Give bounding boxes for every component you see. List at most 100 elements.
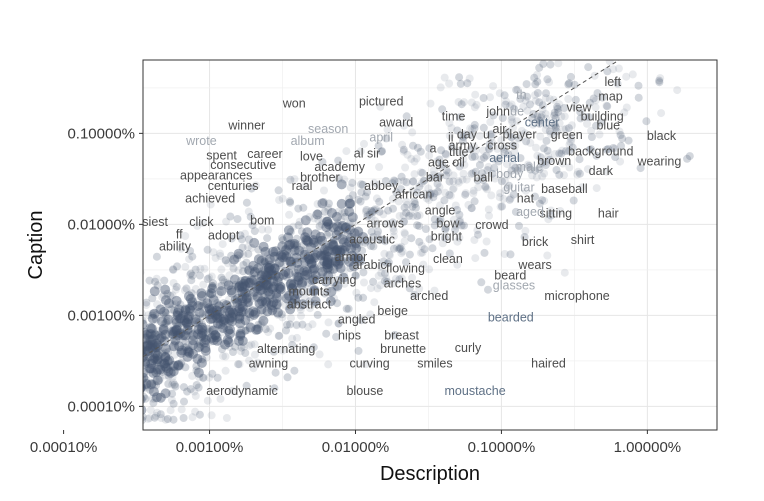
data-point (287, 238, 296, 247)
data-point (174, 328, 183, 337)
data-point (293, 285, 302, 294)
data-point (264, 254, 275, 265)
data-point (284, 252, 293, 261)
data-point (182, 324, 193, 335)
data-point (123, 342, 133, 352)
data-point (133, 357, 141, 365)
data-point (552, 123, 560, 132)
data-point (56, 377, 64, 385)
word-label: raal (292, 179, 313, 193)
data-point (167, 305, 176, 314)
data-point (411, 200, 420, 208)
data-point (34, 416, 42, 424)
data-point (35, 389, 43, 397)
data-point (344, 304, 353, 313)
data-point (351, 271, 360, 280)
data-point (187, 297, 198, 308)
data-point (35, 413, 43, 421)
data-point (473, 226, 482, 235)
word-label: black (647, 129, 677, 143)
data-point (231, 342, 240, 351)
data-point (461, 190, 470, 199)
data-point (35, 351, 43, 359)
data-point (34, 416, 44, 426)
data-point (535, 48, 543, 56)
data-point (193, 324, 204, 335)
data-point (397, 185, 405, 194)
data-point (210, 330, 221, 341)
data-point (245, 277, 255, 288)
data-point (32, 387, 40, 395)
data-point (231, 280, 240, 289)
data-point (179, 315, 190, 326)
data-point (381, 177, 390, 185)
data-point (508, 141, 517, 150)
data-point (162, 318, 170, 327)
data-point (283, 296, 292, 305)
data-point (328, 278, 337, 287)
data-point (533, 77, 542, 86)
data-point (197, 302, 206, 311)
data-point (143, 367, 149, 378)
data-point (326, 286, 337, 297)
data-point (292, 257, 303, 268)
data-point (181, 337, 190, 346)
data-point (315, 222, 324, 231)
data-point (203, 396, 212, 405)
data-point (208, 281, 217, 290)
data-point (160, 319, 169, 328)
data-point (47, 326, 55, 334)
data-point (109, 380, 119, 390)
data-point (537, 113, 546, 122)
data-point (359, 268, 368, 277)
data-point (102, 385, 112, 395)
data-point (253, 324, 262, 333)
data-point (408, 212, 417, 221)
data-point (234, 251, 243, 260)
data-point (188, 348, 198, 359)
word-label: john (485, 105, 510, 119)
data-point (163, 415, 172, 423)
word-label: season (308, 122, 348, 136)
data-point (55, 391, 63, 399)
data-point (348, 178, 357, 187)
data-point (289, 238, 300, 249)
data-point (214, 306, 225, 317)
data-point (143, 336, 152, 345)
data-point (174, 322, 183, 330)
data-point (390, 330, 399, 339)
data-point (83, 375, 93, 385)
data-point (495, 153, 504, 162)
data-point (321, 250, 331, 261)
data-point (59, 415, 67, 423)
data-point (52, 416, 62, 426)
data-point (206, 290, 215, 299)
data-point (196, 358, 207, 368)
data-point (286, 256, 296, 267)
data-point (32, 395, 40, 403)
data-point (143, 372, 149, 383)
data-point (195, 373, 204, 382)
data-point (441, 223, 450, 232)
data-point (479, 123, 488, 132)
data-point (442, 166, 451, 175)
word-label: mounts (289, 284, 330, 298)
data-point (51, 411, 59, 419)
data-point (475, 132, 484, 140)
data-point (388, 179, 397, 188)
data-point (147, 355, 158, 366)
data-point (462, 175, 471, 184)
data-point (45, 416, 53, 424)
data-point (317, 236, 326, 245)
data-point (409, 177, 418, 186)
data-point (158, 323, 169, 334)
data-point (220, 315, 230, 326)
data-point (602, 101, 611, 110)
data-point (87, 364, 95, 372)
data-point (55, 391, 63, 399)
data-point (558, 146, 567, 155)
data-point (362, 206, 371, 214)
data-point (31, 416, 41, 426)
data-point (576, 114, 585, 123)
data-point (244, 298, 253, 307)
